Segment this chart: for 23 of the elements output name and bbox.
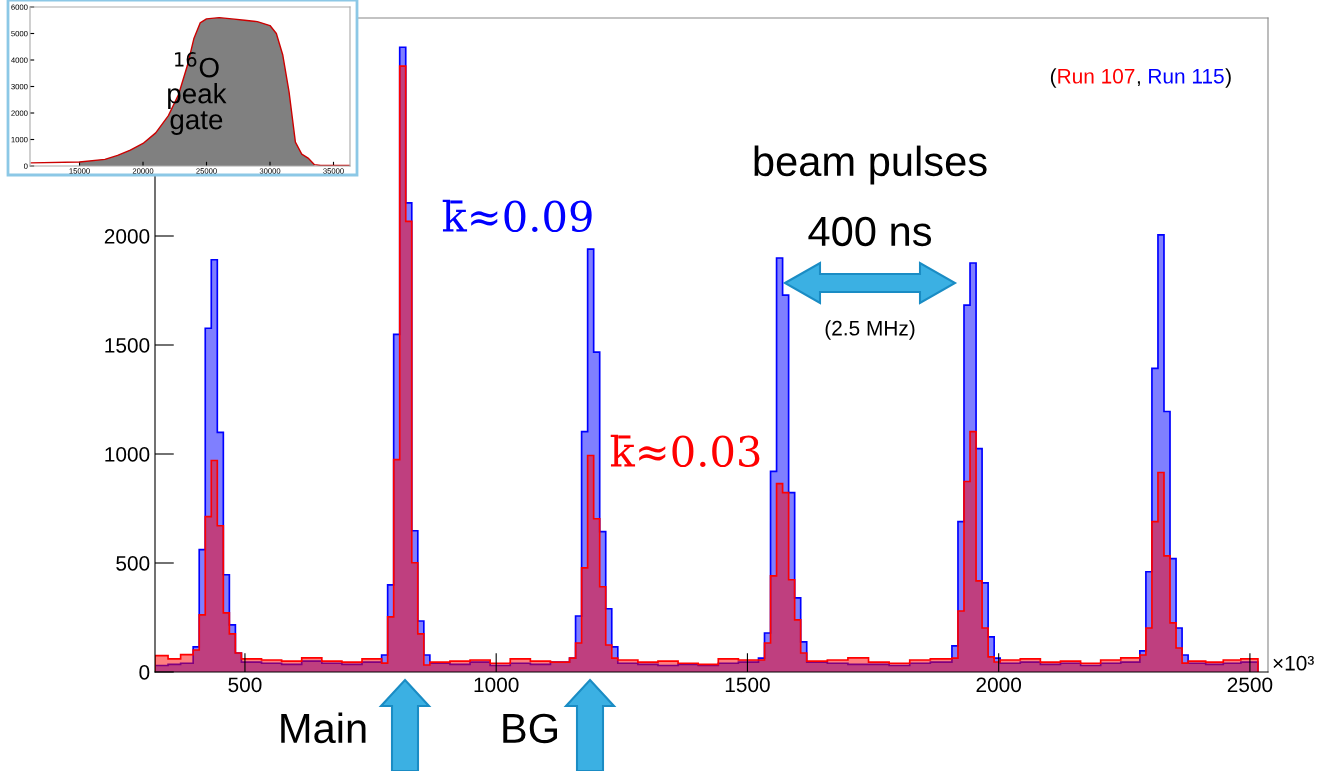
text: Main (281, 712, 366, 744)
y-tick-label: 0 (139, 665, 150, 680)
text: Run 107 (1058, 68, 1135, 84)
annotation: , (1137, 81, 1140, 87)
x-tick-label: 1500 (725, 677, 770, 693)
text: ×10³ (1273, 655, 1314, 671)
y-tick-label: 2000 (104, 229, 150, 244)
x-tick-label: 2000 (976, 677, 1022, 693)
y-tick-label: 1500 (105, 338, 150, 353)
annotation: 400 ns (808, 216, 932, 247)
x-tick-label: 2500 (1227, 677, 1273, 693)
text: BG (503, 713, 557, 744)
x-tick-label: 1000 (474, 677, 519, 693)
y-tick-label: 500 (116, 556, 150, 571)
text: Run 115 (1149, 69, 1224, 84)
y-tick-label: 1000 (105, 447, 150, 462)
annotation: k̄≈0.03 (610, 434, 760, 468)
annotation: (2.5 MHz) (825, 320, 915, 340)
annotation: ( (1050, 68, 1057, 88)
annotation: ) (1225, 68, 1231, 88)
x-tick-label: 500 (228, 677, 262, 693)
annotation: beam pulses (754, 145, 987, 185)
annotation: k̄≈0.09 (442, 199, 592, 233)
